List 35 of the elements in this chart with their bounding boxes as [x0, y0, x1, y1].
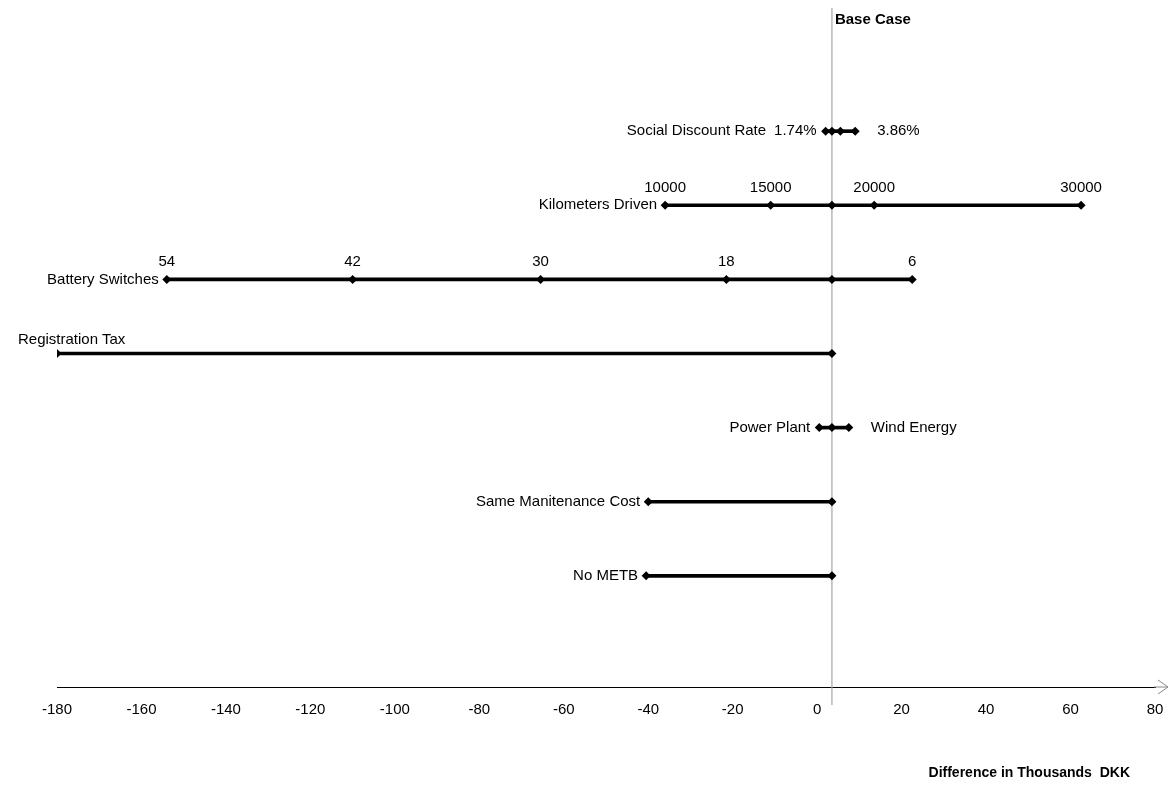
y-tick-label: Kilometers Driven [538, 195, 658, 213]
x-tick-label: 60 [1062, 700, 1079, 718]
x-tick-label: -80 [468, 700, 491, 718]
y-tick-label: Registration Tax [18, 330, 126, 348]
x-tick-label: -100 [379, 700, 410, 718]
annotation: 3.86% [877, 121, 920, 139]
annotation: Wind Energy [870, 417, 958, 435]
y-tick-label: Same Manitenance Cost [475, 491, 642, 509]
ref-line-label: Base Case [834, 10, 911, 28]
x-tick-label: -40 [637, 700, 660, 718]
annotation: 20000 [853, 177, 896, 195]
x-tick-label: -60 [552, 700, 575, 718]
annotation: 30 [532, 252, 549, 270]
annotation: 54 [158, 252, 176, 270]
x-tick-label: 40 [977, 700, 995, 718]
annotation: Power Plant [729, 417, 812, 435]
annotation: 6 [908, 252, 917, 270]
annotation: 15000 [749, 177, 792, 195]
y-tick-label: Social Discount Rate [626, 121, 767, 139]
x-tick-label: 20 [893, 700, 910, 718]
annotation: 42 [344, 252, 361, 270]
x-axis-title: Difference in Thousands DKK [928, 763, 1130, 780]
x-tick-label: -140 [210, 700, 241, 718]
x-tick-label: -20 [721, 700, 744, 718]
annotation: 18 [718, 252, 735, 270]
x-tick-label: -160 [126, 700, 157, 718]
x-tick-label: -120 [295, 700, 326, 718]
x-tick-label: 0 [812, 700, 822, 718]
annotation: 10000 [644, 177, 686, 195]
y-tick-label: No METB [573, 565, 639, 583]
y-tick-label: Battery Switches [47, 269, 159, 287]
annotation: 30000 [1060, 177, 1102, 195]
x-tick-label: -180 [41, 700, 73, 718]
x-tick-label: 80 [1146, 700, 1164, 718]
annotation: 1.74% [774, 121, 817, 139]
